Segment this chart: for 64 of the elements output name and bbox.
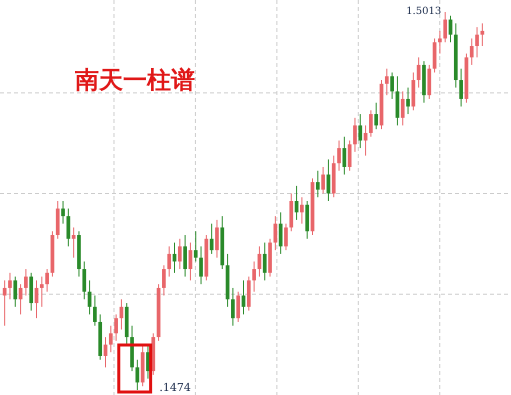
candlestick xyxy=(448,15,452,43)
candlestick xyxy=(183,234,187,278)
candlestick xyxy=(72,226,76,258)
candlestick xyxy=(300,196,304,224)
candlestick xyxy=(273,216,278,251)
candlestick xyxy=(162,264,166,296)
candlestick xyxy=(337,140,341,172)
annotation: .1474 xyxy=(159,381,191,394)
candlestick xyxy=(120,298,124,330)
candlestick xyxy=(18,284,22,315)
text: 南天一柱谱 xyxy=(74,65,195,94)
candlestick xyxy=(24,268,28,296)
candlestick xyxy=(321,166,325,194)
candlestick xyxy=(210,223,214,254)
candlestick xyxy=(167,246,172,278)
candlestick xyxy=(384,68,389,96)
candlestick xyxy=(114,314,118,342)
candlestick xyxy=(262,242,267,281)
candlestick xyxy=(400,90,405,126)
candlestick xyxy=(178,238,182,270)
candlestick xyxy=(88,280,92,315)
candlestick xyxy=(188,242,192,281)
candlestick xyxy=(278,212,283,254)
candlestick xyxy=(34,280,38,319)
candlestick xyxy=(252,260,256,292)
candlestick xyxy=(172,242,176,274)
candlestick xyxy=(236,291,240,322)
candlestick xyxy=(108,325,113,353)
candlestick xyxy=(215,219,219,258)
candlestick xyxy=(66,208,70,247)
annotation: 1.5013 xyxy=(406,6,442,17)
candlestick xyxy=(326,158,330,202)
candlestick xyxy=(93,295,97,326)
candlestick xyxy=(406,87,410,115)
candlestick xyxy=(242,280,246,315)
candlestick xyxy=(231,287,235,326)
candlestick xyxy=(353,117,357,152)
candlestick xyxy=(364,124,368,156)
candlestick xyxy=(459,68,463,107)
candlestick xyxy=(104,336,108,368)
candlestick xyxy=(8,272,12,300)
candlestick xyxy=(294,185,298,220)
candlestick xyxy=(342,136,346,176)
candlestick xyxy=(61,200,65,224)
candlestick xyxy=(369,110,373,138)
candlestick xyxy=(45,268,49,292)
candlestick xyxy=(284,223,288,251)
candlestick xyxy=(194,230,198,262)
candlestick xyxy=(82,260,86,300)
candlestick xyxy=(316,170,320,198)
candlestick xyxy=(135,359,140,390)
candlestick xyxy=(358,114,362,149)
candlestick xyxy=(390,72,394,100)
candlestick xyxy=(258,246,262,278)
candlestick xyxy=(470,38,474,66)
candlestick xyxy=(416,56,421,88)
candlestick xyxy=(2,280,7,326)
candlestick xyxy=(443,12,448,43)
candlestick xyxy=(374,102,378,130)
candlestick xyxy=(475,26,479,58)
candlestick xyxy=(348,140,352,172)
candlestick xyxy=(199,246,203,285)
candlestick xyxy=(40,276,44,308)
candlestick xyxy=(13,276,18,308)
